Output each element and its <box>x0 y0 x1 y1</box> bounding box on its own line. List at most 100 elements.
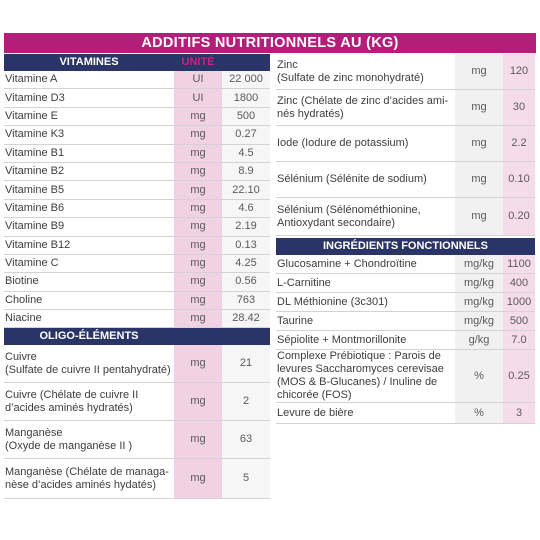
table-row: Manganèse (Chélate de managa- nèse d’aci… <box>4 459 270 500</box>
right-column: Zinc (Sulfate de zinc monohydraté) mg 120 Z… <box>276 54 535 424</box>
table-row: Complexe Prébiotique : Parois de levures… <box>276 350 535 403</box>
ingredient-unit: mg <box>174 236 222 254</box>
ingredient-value: 500 <box>503 312 535 330</box>
vitamins-header: VITAMINES <box>4 54 270 71</box>
ingredient-name: Glucosamine + Chondroïtine <box>277 257 417 270</box>
ingredient-value: 0.27 <box>222 126 270 144</box>
table-row: Biotine mg 0.56 <box>4 273 270 292</box>
ingredient-value: 2.19 <box>222 218 270 236</box>
ingredient-unit: mg <box>174 273 222 291</box>
table-row: Vitamine B12 mg 0.13 <box>4 236 270 255</box>
ingredient-unit: % <box>455 350 503 402</box>
ingredient-name: Cuivre (Sulfate de cuivre II pentahydrat… <box>5 350 171 376</box>
table-title: ADDITIFS NUTRITIONNELS AU (KG) <box>4 33 536 53</box>
table-row: Vitamine A UI 22 000 <box>4 71 270 90</box>
table-row: Zinc (Chélate de zinc d’acides ami- nés … <box>276 90 535 126</box>
table-row: Levure de bière% 3 <box>276 403 535 424</box>
ingredient-name: Choline <box>5 293 43 306</box>
ingredient-value: 0.20 <box>503 198 535 235</box>
table-row: Zinc (Sulfate de zinc monohydraté) mg 120 <box>276 54 535 90</box>
ingredient-value: 4.25 <box>222 254 270 273</box>
ingredient-value: 2.2 <box>503 126 535 161</box>
ingredient-unit: mg <box>174 199 222 218</box>
ingredient-unit: mg <box>174 310 222 328</box>
table-row: Vitamine B9 mg 2.19 <box>4 218 270 237</box>
table-row: Manganèse (Oxyde de manganèse II ) mg 63 <box>4 421 270 460</box>
table-row: DL Méthionine (3c301) mg/kg 1000 <box>276 293 535 312</box>
ingredient-unit: mg <box>174 345 222 383</box>
ingredient-value: 120 <box>503 54 535 89</box>
ingredient-unit: mg <box>174 144 222 162</box>
table-row: Vitamine K3 mg 0.27 <box>4 126 270 145</box>
ingredient-unit: mg <box>174 162 222 181</box>
ingredient-value: 28.42 <box>222 310 270 328</box>
table-row: Vitamine E mg 500 <box>4 107 270 127</box>
ingredient-name: DL Méthionine (3c301) <box>277 295 388 308</box>
ingredient-name: Zinc (Sulfate de zinc monohydraté) <box>277 58 424 84</box>
table-row: Glucosamine + Chondroïtine mg/kg 1100 <box>276 255 535 274</box>
ingredient-value: 22 000 <box>222 71 270 89</box>
ingredient-unit: mg <box>174 126 222 144</box>
unit-column-header: UNITÉ <box>181 56 215 68</box>
table-row: Vitamine C mg 4.25 <box>4 254 270 274</box>
ingredient-name: Sélénium (Sélénite de sodium) <box>277 173 427 185</box>
ingredient-unit: mg <box>174 107 222 126</box>
table-row: Vitamine B1 mg 4.5 <box>4 144 270 163</box>
ingredient-name: Complexe Prébiotique : Parois de levures… <box>277 350 444 401</box>
ingredient-value: 0.56 <box>222 273 270 291</box>
ingredient-unit: UI <box>174 71 222 89</box>
ingredient-unit: mg/kg <box>455 312 503 330</box>
ingredient-name: Zinc (Chélate de zinc d’acides ami- nés … <box>277 94 449 120</box>
oligo-table: Cuivre (Sulfate de cuivre II pentahydrat… <box>4 345 270 500</box>
ingredient-name: Levure de bière <box>277 406 354 419</box>
ingredient-unit: mg <box>174 218 222 236</box>
ingredient-name: Iode (Iodure de potassium) <box>277 137 409 149</box>
ingredient-name: Vitamine B5 <box>5 183 65 196</box>
vitamins-table: Vitamine A UI 22 000 Vitamine D3 UI 1800 Vitam… <box>4 71 270 329</box>
ingredient-value: 30 <box>503 90 535 125</box>
table-row: Choline mg 763 <box>4 291 270 311</box>
ingredient-name: Sélénium (Sélénométhionine, Antioxydant … <box>277 203 421 229</box>
ingredient-name: Vitamine D3 <box>5 91 65 104</box>
ingredient-value: 763 <box>222 291 270 310</box>
ingredient-unit: mg <box>174 421 222 459</box>
table-row: Sépiolite + Montmorillonite g/kg 7.0 <box>276 331 535 350</box>
ingredient-name: Sépiolite + Montmorillonite <box>277 333 407 346</box>
ingredient-name: Cuivre (Chélate de cuivre II d’acides am… <box>5 388 139 414</box>
ingredient-name: Taurine <box>277 314 314 327</box>
ingredient-name: Niacine <box>5 312 42 325</box>
ingredient-name: Manganèse (Chélate de managa- nèse d’aci… <box>5 465 169 491</box>
ingredient-value: 1000 <box>503 293 535 311</box>
ingredient-value: 63 <box>222 421 270 459</box>
ingredient-unit: % <box>455 403 503 423</box>
ingredient-value: 22.10 <box>222 181 270 199</box>
ingredient-unit: mg <box>455 162 503 197</box>
ingredient-name: Vitamine B6 <box>5 201 65 214</box>
ingredient-value: 5 <box>222 459 270 499</box>
ingredient-value: 4.5 <box>222 144 270 162</box>
ingredient-unit: g/kg <box>455 331 503 349</box>
table-row: Iode (Iodure de potassium) mg 2.2 <box>276 126 535 162</box>
ingredient-name: Vitamine B1 <box>5 146 65 159</box>
table-row: Cuivre (Chélate de cuivre II d’acides am… <box>4 383 270 422</box>
functional-header-label: INGRÉDIENTS FONCTIONNELS <box>322 240 488 252</box>
table-row: Vitamine D3 UI 1800 <box>4 89 270 108</box>
functional-header: INGRÉDIENTS FONCTIONNELS <box>276 238 535 255</box>
table-row: Vitamine B2 mg 8.9 <box>4 162 270 182</box>
ingredient-value: 400 <box>503 274 535 292</box>
ingredient-unit: mg <box>455 54 503 89</box>
table-row: Cuivre (Sulfate de cuivre II pentahydrat… <box>4 345 270 384</box>
ingredient-name: Biotine <box>5 275 39 288</box>
ingredient-unit: UI <box>174 89 222 107</box>
ingredient-value: 0.13 <box>222 236 270 254</box>
table-row: Vitamine B5 mg 22.10 <box>4 181 270 200</box>
ingredient-value: 8.9 <box>222 162 270 181</box>
ingredient-unit: mg <box>174 291 222 310</box>
ingredient-value: 1800 <box>222 89 270 107</box>
ingredient-value: 0.25 <box>503 350 535 402</box>
table-row: Sélénium (Sélénite de sodium) mg 0.10 <box>276 162 535 198</box>
ingredient-unit: mg <box>455 90 503 125</box>
ingredient-name: Manganèse (Oxyde de manganèse II ) <box>5 426 133 452</box>
ingredient-value: 2 <box>222 383 270 421</box>
ingredient-name: Vitamine E <box>5 109 58 122</box>
